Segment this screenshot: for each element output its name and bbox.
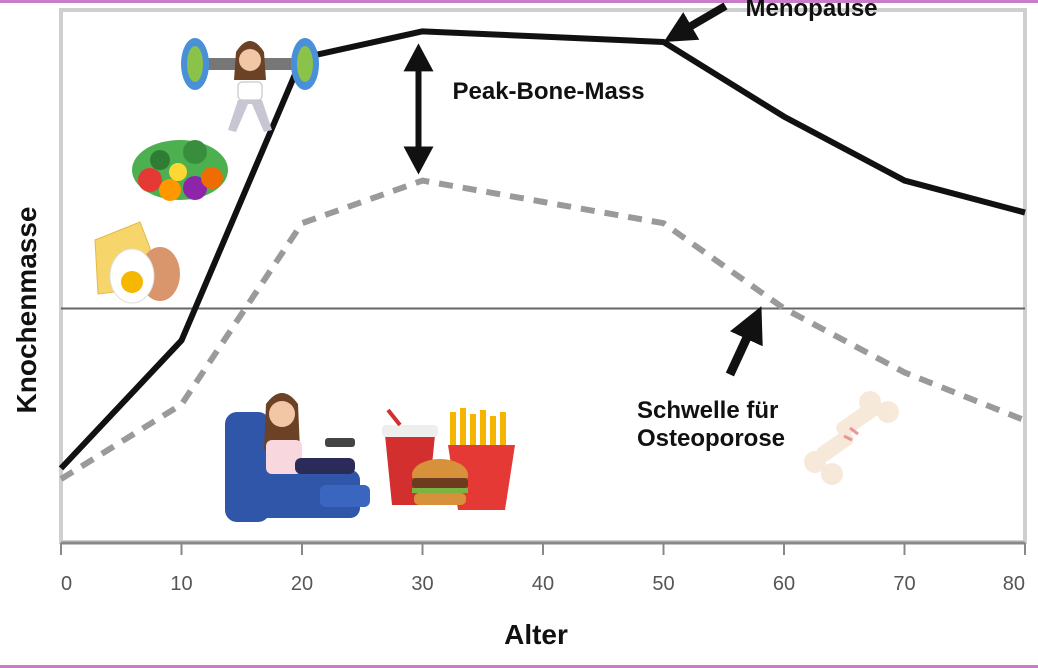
x-tick-label: 60 (773, 573, 795, 595)
threshold-label-line-1: Schwelle für (637, 397, 778, 424)
x-tick-label: 80 (1003, 573, 1025, 595)
x-axis-label: Alter (504, 619, 568, 650)
x-tick-label: 40 (532, 573, 554, 595)
menopause-arrow (663, 2, 728, 43)
solid-series-line (58, 28, 1026, 471)
x-tick-label: 20 (291, 573, 313, 595)
x-tick-label: 10 (170, 573, 192, 595)
peak-bone-mass-label: Peak-Bone-Mass (453, 78, 645, 105)
threshold-label: Schwelle für Osteoporose (637, 397, 785, 452)
threshold-arrow (725, 306, 763, 377)
fastfood-icon (382, 408, 515, 510)
x-tick-label: 70 (893, 573, 915, 595)
peak-bone-mass-arrow (403, 43, 434, 175)
series-group (58, 28, 1027, 482)
vegetables-icon (132, 140, 228, 201)
bottom-border (0, 665, 1038, 668)
broken-bone-icon (804, 391, 899, 485)
menopause-label: Menopause (746, 0, 878, 22)
x-ticks: 0 10 20 30 40 50 60 70 80 (60, 543, 1026, 595)
weightlifting-woman-icon (181, 38, 319, 132)
top-border (0, 0, 1038, 3)
dashed-series-line (59, 177, 1027, 482)
cheese-egg-icon (94, 221, 180, 304)
y-axis-label: Knochenmasse (11, 207, 42, 414)
threshold-label-line-2: Osteoporose (637, 425, 785, 452)
x-tick-label: 30 (411, 573, 433, 595)
couch-woman-icon (225, 393, 370, 522)
x-tick-label: 50 (652, 573, 674, 595)
x-tick-label: 0 (61, 573, 72, 595)
